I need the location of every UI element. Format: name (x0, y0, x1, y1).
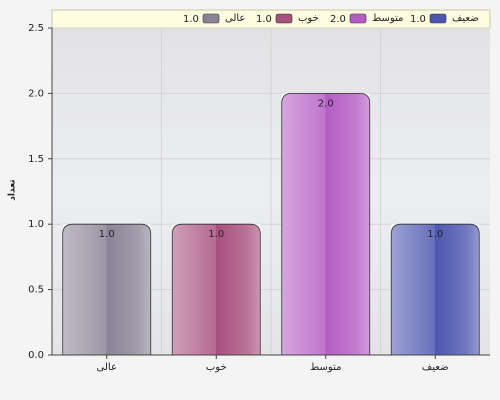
legend-label: متوسط (372, 13, 403, 24)
value-label: 1.0 (99, 229, 115, 240)
value-label: 2.0 (318, 98, 334, 109)
legend-value: 1.0 (410, 14, 426, 25)
x-tick-label: خوب (206, 362, 227, 373)
legend-value: 1.0 (183, 14, 199, 25)
x-tick-label: متوسط (310, 362, 341, 373)
x-tick-label: ضعیف (422, 362, 449, 373)
legend-label: عالی (225, 13, 245, 24)
bar (171, 223, 261, 356)
bar (390, 223, 480, 356)
y-tick-label: 2.0 (28, 88, 44, 99)
value-label: 1.0 (427, 229, 443, 240)
y-tick-label: 0.0 (28, 350, 44, 361)
y-axis-label: تعداد (8, 179, 18, 200)
y-tick-label: 0.5 (28, 285, 44, 296)
x-tick-label: عالی (97, 362, 117, 373)
bar (62, 223, 152, 356)
y-tick-label: 1.5 (28, 154, 44, 165)
legend-swatch (429, 13, 447, 24)
y-tick-label: 1.0 (28, 219, 44, 230)
bar (281, 93, 371, 356)
legend-value: 1.0 (256, 14, 272, 25)
value-label: 1.0 (208, 229, 224, 240)
legend-swatch (349, 13, 367, 24)
legend-swatch (202, 13, 220, 24)
y-tick-label: 2.5 (28, 23, 44, 34)
legend-label: خوب (298, 13, 319, 24)
legend-value: 2.0 (330, 14, 346, 25)
legend-label: ضعیف (452, 13, 479, 24)
legend-swatch (275, 13, 293, 24)
